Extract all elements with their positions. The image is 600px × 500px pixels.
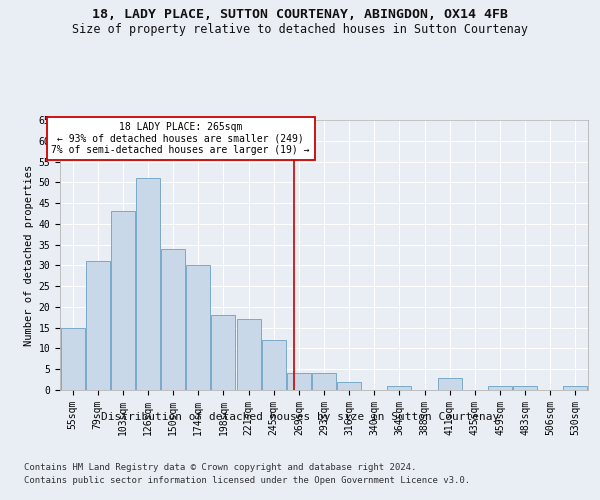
Bar [312, 374, 336, 390]
Bar [513, 386, 537, 390]
Bar [236, 320, 260, 390]
Text: Contains public sector information licensed under the Open Government Licence v3: Contains public sector information licen… [24, 476, 470, 485]
Text: 18 LADY PLACE: 265sqm
← 93% of detached houses are smaller (249)
7% of semi-deta: 18 LADY PLACE: 265sqm ← 93% of detached … [52, 122, 310, 156]
Bar [61, 328, 85, 390]
Bar [287, 374, 311, 390]
Bar [262, 340, 286, 390]
Bar [111, 212, 135, 390]
Bar [388, 386, 412, 390]
Text: Size of property relative to detached houses in Sutton Courtenay: Size of property relative to detached ho… [72, 22, 528, 36]
Text: 18, LADY PLACE, SUTTON COURTENAY, ABINGDON, OX14 4FB: 18, LADY PLACE, SUTTON COURTENAY, ABINGD… [92, 8, 508, 20]
Bar [161, 249, 185, 390]
Text: Distribution of detached houses by size in Sutton Courtenay: Distribution of detached houses by size … [101, 412, 499, 422]
Bar [488, 386, 512, 390]
Text: Contains HM Land Registry data © Crown copyright and database right 2024.: Contains HM Land Registry data © Crown c… [24, 462, 416, 471]
Bar [438, 378, 461, 390]
Bar [563, 386, 587, 390]
Bar [211, 315, 235, 390]
Bar [136, 178, 160, 390]
Bar [86, 261, 110, 390]
Bar [187, 266, 210, 390]
Bar [337, 382, 361, 390]
Y-axis label: Number of detached properties: Number of detached properties [25, 164, 34, 346]
